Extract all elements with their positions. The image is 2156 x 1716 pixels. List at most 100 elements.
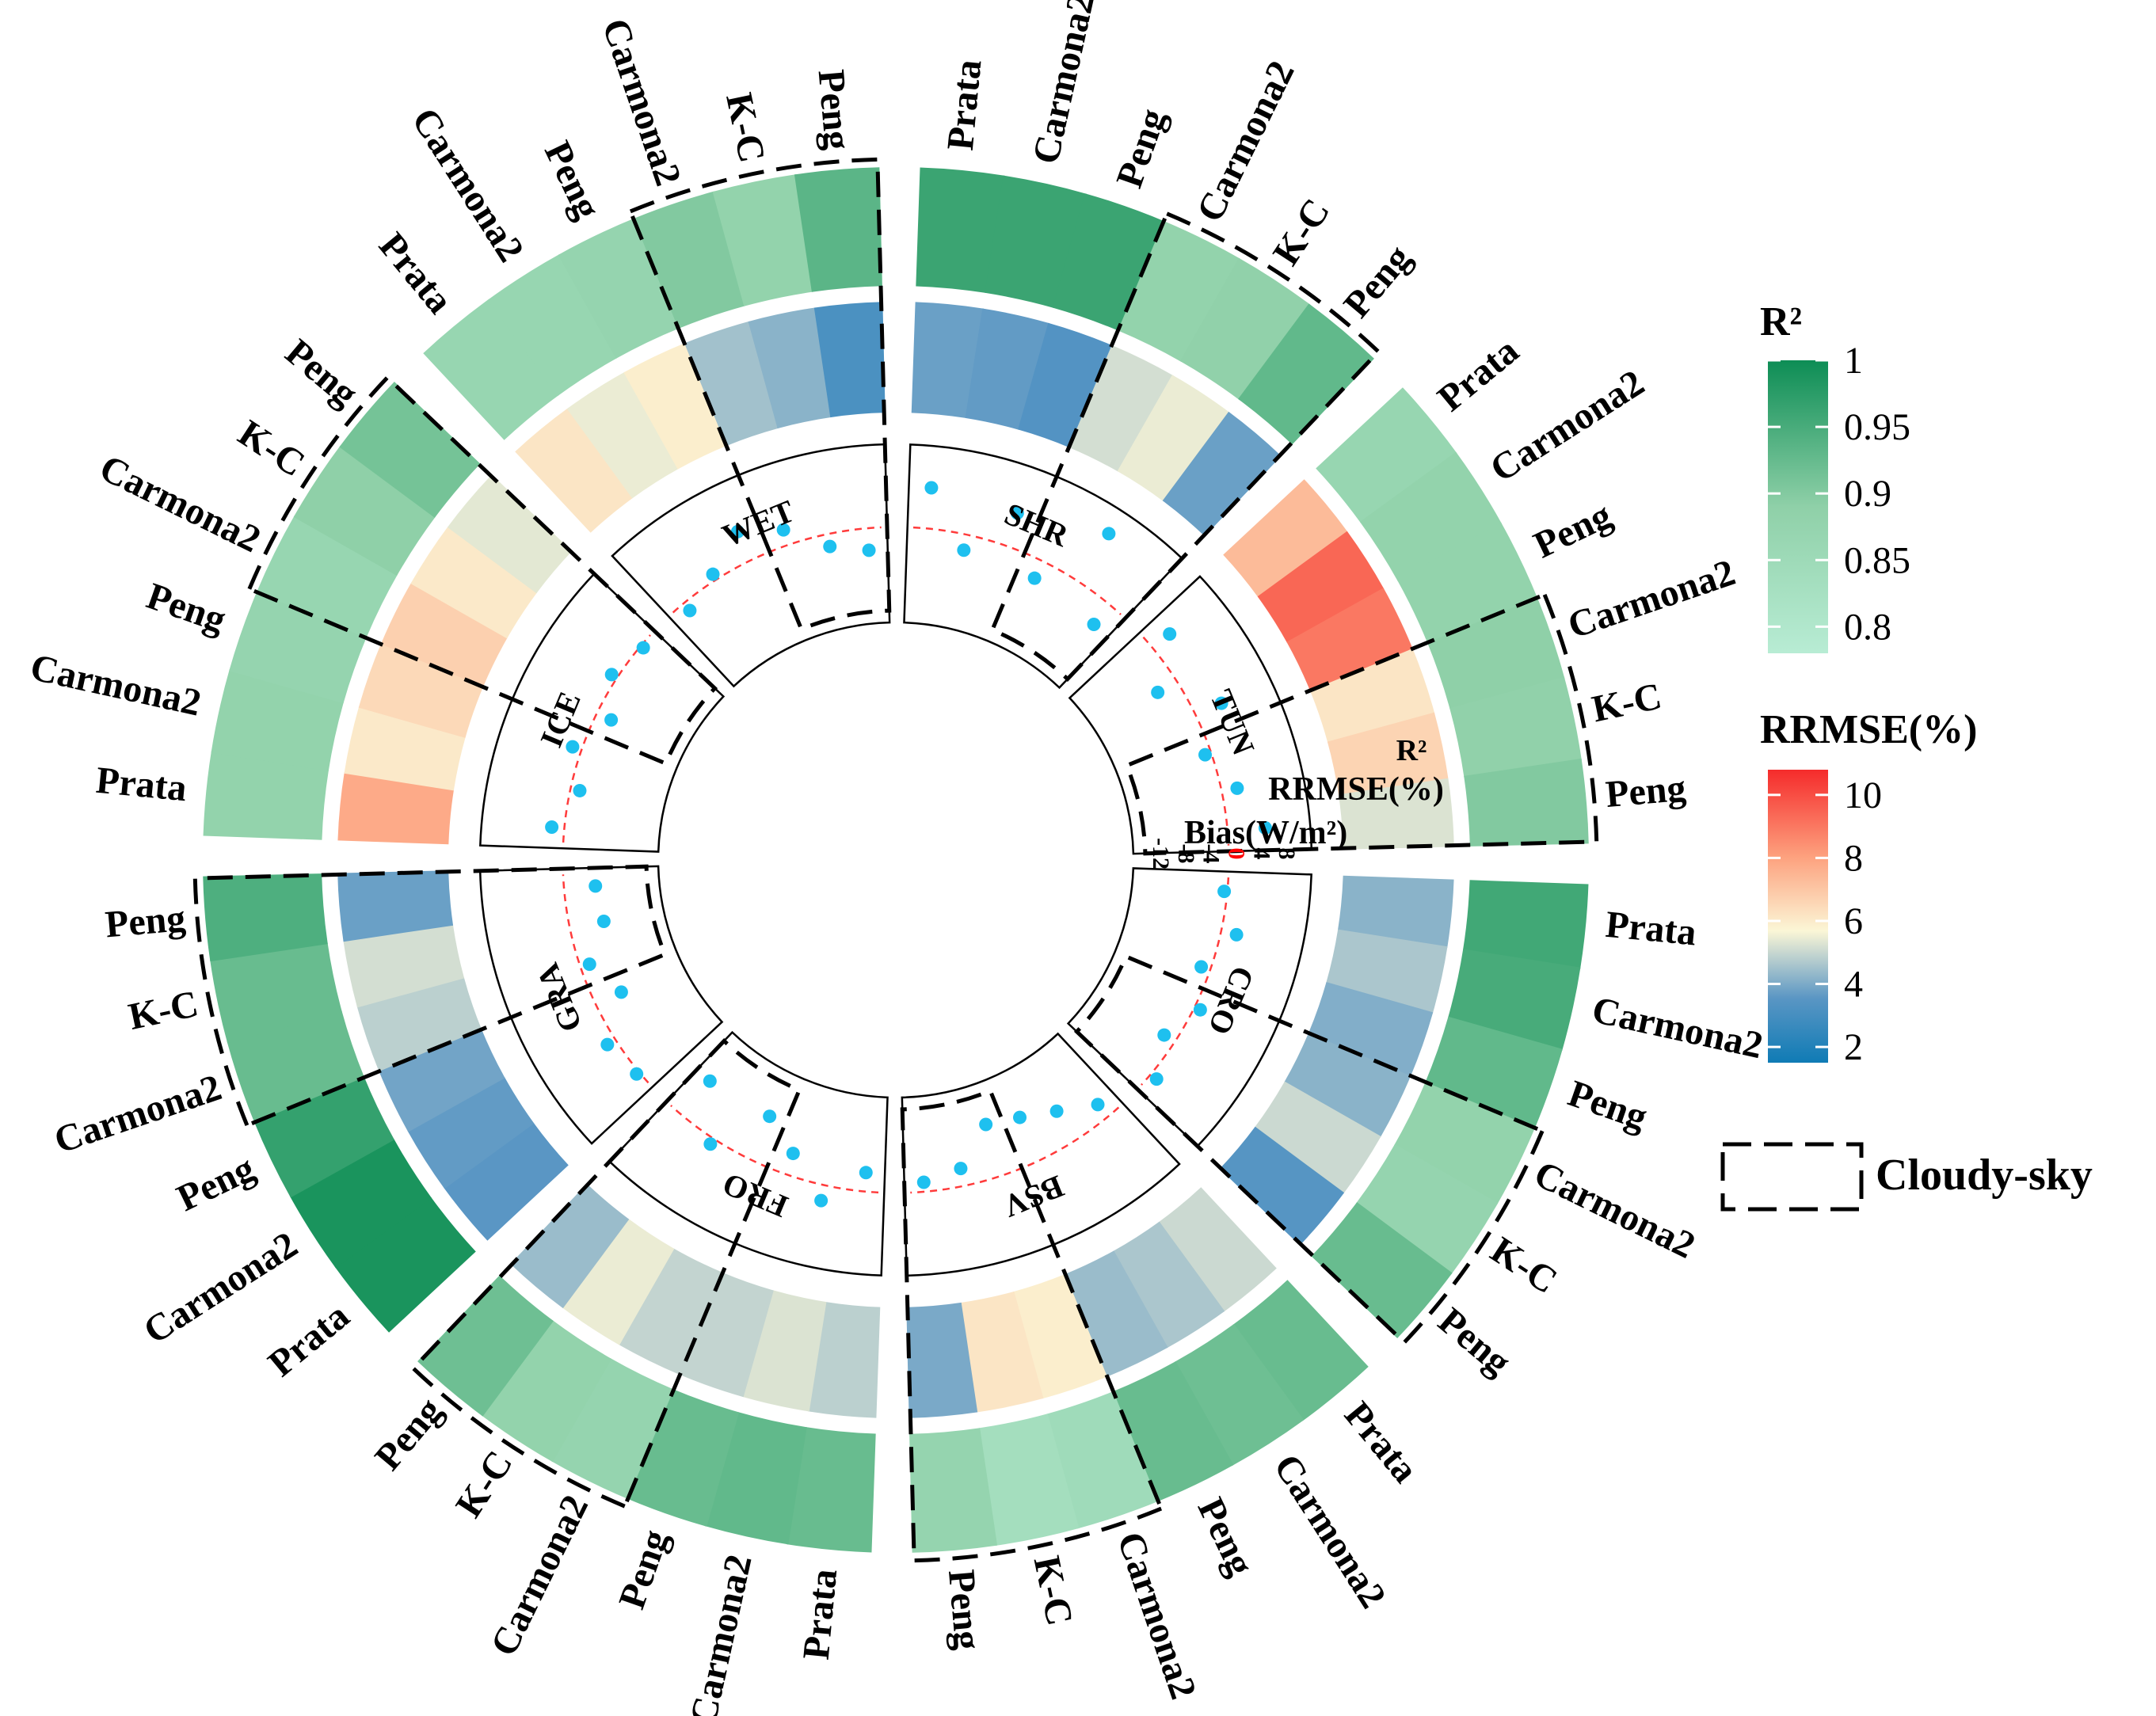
gra-algorithm-label: Peng bbox=[104, 897, 188, 946]
wet-r2-cell bbox=[794, 167, 882, 292]
tun-algorithm-label: Carmona2 bbox=[1483, 362, 1651, 491]
tun-algorithm-label: Peng bbox=[1604, 767, 1688, 816]
rrmse-track-label: RRMSE(%) bbox=[1268, 771, 1444, 808]
fro-sector-label: FRO bbox=[718, 1166, 793, 1225]
tun-rrmse-cell bbox=[1309, 649, 1435, 744]
cloudy-sky-outlines bbox=[192, 157, 1599, 1563]
shr-bias-point bbox=[1087, 617, 1101, 631]
heatmap-tracks bbox=[203, 167, 1589, 1553]
ice-r2-cell bbox=[257, 515, 398, 638]
bsv-bias-point bbox=[1091, 1098, 1105, 1112]
gra-rrmse-cell bbox=[356, 976, 482, 1071]
rrmse-legend-tick-label: 8 bbox=[1844, 837, 1863, 879]
bsv-bias-point bbox=[1013, 1110, 1027, 1124]
bias-axis-tick: 4 bbox=[1248, 848, 1274, 860]
shr-r2-cell bbox=[1179, 257, 1311, 400]
r2-legend-tick-label: 0.95 bbox=[1844, 406, 1910, 448]
bias-axis-tick: 0 bbox=[1223, 848, 1249, 860]
bias-axis-tick: -4 bbox=[1198, 844, 1225, 864]
tun-algorithm-label: K-C bbox=[1588, 675, 1665, 730]
gra-r2-cell bbox=[289, 1138, 432, 1269]
ice-r2-cell bbox=[211, 669, 345, 771]
tun-cloudy-sky-outline bbox=[1124, 592, 1599, 856]
gra-r2-cell bbox=[210, 942, 342, 1044]
wet-rrmse-cell bbox=[515, 408, 634, 533]
shr-r2-cell bbox=[916, 167, 1005, 294]
bsv-algorithm-label: Peng bbox=[1190, 1491, 1263, 1581]
ice-bias-point bbox=[566, 740, 580, 754]
r2-legend-ticks: 1 0.95 0.9 0.85 0.8 bbox=[1768, 340, 1910, 648]
ice-rrmse-cell bbox=[410, 526, 538, 639]
wet-rrmse-cell bbox=[684, 321, 779, 447]
gra-rrmse-cell bbox=[444, 1122, 569, 1241]
tun-bias-point bbox=[1258, 821, 1272, 835]
shr-rrmse-cell bbox=[1018, 322, 1114, 448]
cro-bias-point bbox=[1193, 1003, 1207, 1017]
ice-algorithm-label: Carmona2 bbox=[93, 447, 268, 561]
r2-legend-tick-label: 0.9 bbox=[1844, 473, 1891, 515]
tun-rrmse-cell bbox=[1223, 479, 1348, 598]
algorithm-labels: CROPrataCarmona2PengCarmona2K-CPengBSVPr… bbox=[27, 0, 1767, 1716]
cro-rrmse-cell bbox=[1219, 1126, 1345, 1246]
shr-bias-point bbox=[957, 543, 971, 557]
cro-cloudy-sky-outline bbox=[1073, 953, 1545, 1345]
gra-rrmse-cell bbox=[378, 1028, 505, 1132]
gra-sector-label: GRA bbox=[529, 958, 589, 1037]
wet-bias-point bbox=[706, 567, 720, 581]
bias-track-label: Bias(W/m²) bbox=[1184, 815, 1347, 851]
gra-r2-cell bbox=[227, 1010, 364, 1123]
cro-bias-point bbox=[1157, 1028, 1171, 1042]
tun-algorithm-label: Peng bbox=[1527, 494, 1617, 567]
fro-rrmse-cell bbox=[562, 1218, 675, 1345]
tun-r2-cell bbox=[1449, 676, 1582, 778]
shr-cloudy-sky-outline bbox=[989, 211, 1381, 683]
bsv-algorithm-label: Carmona2 bbox=[1266, 1447, 1395, 1615]
cro-algorithm-label: Peng bbox=[1563, 1072, 1652, 1139]
shr-bias-point bbox=[1027, 571, 1042, 585]
cro-rrmse-cell bbox=[1254, 1081, 1381, 1194]
shr-algorithm-label: Carmona2 bbox=[1025, 0, 1103, 168]
wet-bias-point bbox=[823, 539, 837, 554]
bsv-rrmse-cell bbox=[1158, 1187, 1277, 1312]
fro-algorithm-label: Carmona2 bbox=[482, 1489, 596, 1663]
bsv-bias-point bbox=[916, 1175, 931, 1189]
ice-bias-point bbox=[545, 820, 559, 834]
wet-r2-cell bbox=[423, 299, 559, 440]
shr-algorithm-label: Peng bbox=[1108, 104, 1175, 193]
wet-rrmse-cell bbox=[566, 371, 679, 499]
tun-bias-point bbox=[1151, 685, 1165, 699]
fro-algorithm-label: Prata bbox=[795, 1567, 846, 1661]
ice-bias-point bbox=[604, 713, 619, 727]
shr-bias-point bbox=[1010, 506, 1024, 520]
shr-rrmse-cell bbox=[965, 308, 1050, 430]
shr-rrmse-cell bbox=[911, 302, 985, 419]
wet-algorithm-label: Prata bbox=[371, 225, 461, 322]
gra-algorithm-label: Peng bbox=[170, 1147, 261, 1219]
shr-r2-cell bbox=[1052, 193, 1166, 332]
ice-r2-cell bbox=[293, 445, 436, 576]
ice-r2-cell bbox=[339, 382, 481, 518]
cro-algorithm-label: Prata bbox=[1604, 904, 1698, 954]
tun-algorithm-label: Carmona2 bbox=[1563, 551, 1740, 647]
ice-cloudy-sky-outline bbox=[246, 375, 718, 767]
ice-algorithm-label: Carmona2 bbox=[27, 646, 205, 725]
r2-legend-tick-label: 1 bbox=[1844, 340, 1863, 382]
fro-r2-cell bbox=[626, 1388, 740, 1527]
wet-r2-cell bbox=[487, 253, 618, 397]
wet-r2-cell bbox=[633, 191, 746, 329]
wet-r2-cell bbox=[712, 174, 813, 306]
cro-bias-point bbox=[1149, 1072, 1164, 1086]
shr-rrmse-cell bbox=[1117, 375, 1230, 502]
ice-rrmse-cell bbox=[344, 706, 466, 791]
bsv-rrmse-cell bbox=[1113, 1221, 1225, 1349]
bias-track bbox=[478, 443, 1313, 1277]
fro-bias-point bbox=[859, 1166, 873, 1180]
gra-r2-cell bbox=[203, 873, 328, 962]
cro-rrmse-cell bbox=[1326, 929, 1448, 1014]
shr-bias-point bbox=[924, 481, 939, 495]
fro-cloudy-sky-outline bbox=[410, 1037, 802, 1509]
fro-r2-cell bbox=[481, 1320, 612, 1463]
bsv-sector-label: BSV bbox=[998, 1169, 1068, 1225]
bias-axis-tick: 8 bbox=[1274, 848, 1300, 860]
wet-rrmse-cell bbox=[813, 302, 886, 418]
